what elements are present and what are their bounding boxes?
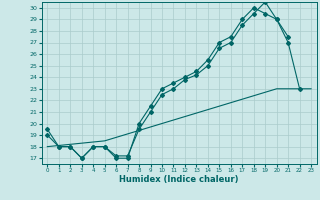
- X-axis label: Humidex (Indice chaleur): Humidex (Indice chaleur): [119, 175, 239, 184]
